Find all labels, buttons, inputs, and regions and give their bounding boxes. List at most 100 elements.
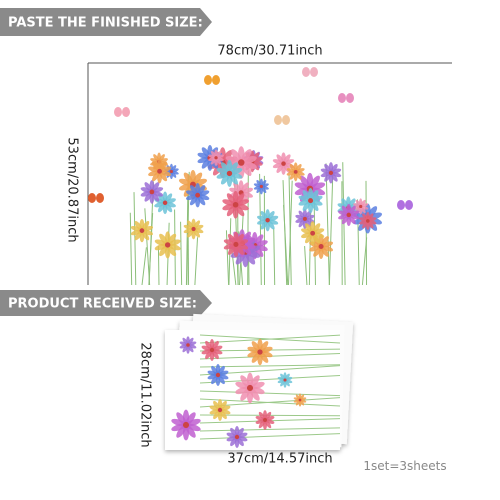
petal <box>305 223 314 234</box>
petal <box>276 154 284 164</box>
petal <box>235 381 251 390</box>
butterfly-wing <box>310 67 318 77</box>
stem <box>325 163 330 286</box>
flower-art <box>88 67 413 286</box>
butterfly-wing <box>96 193 104 203</box>
petal <box>324 163 332 174</box>
petal <box>171 170 179 175</box>
flower-center <box>263 418 267 422</box>
petal <box>216 157 224 162</box>
petal <box>227 233 237 245</box>
set-note: 1set=3sheets <box>363 459 446 473</box>
butterfly-wing <box>212 75 220 85</box>
stem <box>129 212 133 286</box>
banner-title: PRODUCT RECEIVED SIZE: <box>8 297 197 312</box>
stem <box>180 221 183 286</box>
petal <box>240 375 251 389</box>
petal <box>235 243 249 250</box>
petal <box>294 182 311 191</box>
stem <box>247 170 249 286</box>
petal <box>197 152 210 160</box>
petal <box>201 345 213 351</box>
butterfly-wing <box>88 193 96 203</box>
petal <box>179 341 189 346</box>
petal <box>211 349 223 355</box>
banner-title: PASTE THE FINISHED SIZE: <box>8 16 203 31</box>
butterfly-wing <box>204 75 212 85</box>
flower-center <box>234 434 240 440</box>
flower-center <box>318 243 324 249</box>
petal <box>220 162 231 174</box>
stem <box>287 180 293 286</box>
sheet-flowers <box>171 334 341 448</box>
petal <box>355 199 362 207</box>
petal <box>141 229 154 236</box>
petal <box>187 220 194 230</box>
petal <box>310 199 323 206</box>
petal <box>252 160 263 166</box>
petal <box>230 427 238 438</box>
flower-center <box>328 170 334 175</box>
petal <box>267 219 279 225</box>
banner-shape <box>0 290 212 316</box>
flower-center <box>283 378 287 382</box>
petal <box>152 161 161 172</box>
petal <box>225 156 242 165</box>
petal <box>367 220 377 225</box>
petal <box>154 239 168 247</box>
petal <box>222 199 236 207</box>
petal <box>211 365 219 376</box>
petal <box>186 190 198 197</box>
butterfly-wing <box>122 107 130 117</box>
stem <box>365 180 368 286</box>
petal <box>277 376 286 381</box>
stem <box>141 247 147 286</box>
stem <box>328 173 334 286</box>
stem <box>273 228 276 286</box>
petal <box>241 191 253 198</box>
petal <box>236 436 248 442</box>
flower-center <box>182 421 190 429</box>
petal <box>178 178 194 186</box>
petal <box>235 203 249 211</box>
petal <box>153 154 160 162</box>
petal <box>299 175 311 190</box>
petal <box>260 211 269 221</box>
petal <box>208 154 217 159</box>
received-height: 28cm/11.02inch <box>138 342 153 447</box>
petal <box>261 185 269 190</box>
petal <box>264 419 275 424</box>
butterfly-wing <box>114 107 122 117</box>
petal <box>167 243 181 251</box>
petal <box>183 172 194 185</box>
flower-center <box>215 372 221 378</box>
petal <box>359 217 368 222</box>
petal <box>205 340 213 351</box>
petal <box>165 201 176 208</box>
stem <box>157 246 160 286</box>
petal <box>241 161 257 170</box>
flower-center <box>232 201 239 208</box>
flower-center <box>191 226 196 232</box>
petal <box>312 232 325 239</box>
petal <box>341 205 350 216</box>
petal <box>207 370 219 376</box>
petal <box>256 215 268 222</box>
petal <box>223 239 236 246</box>
petal <box>258 411 266 421</box>
flower-center <box>149 189 155 195</box>
petal <box>341 198 349 209</box>
butterfly-wing <box>397 200 405 210</box>
petal <box>353 203 361 208</box>
petal <box>130 225 142 232</box>
petal <box>144 182 153 193</box>
petal <box>259 350 273 358</box>
flower-center <box>169 169 173 173</box>
petal <box>182 337 189 346</box>
petal <box>233 182 242 193</box>
flower-center <box>293 169 298 174</box>
petal <box>185 423 201 432</box>
butterfly-wing <box>274 115 282 125</box>
petal <box>330 171 342 178</box>
flower-center <box>162 200 168 206</box>
